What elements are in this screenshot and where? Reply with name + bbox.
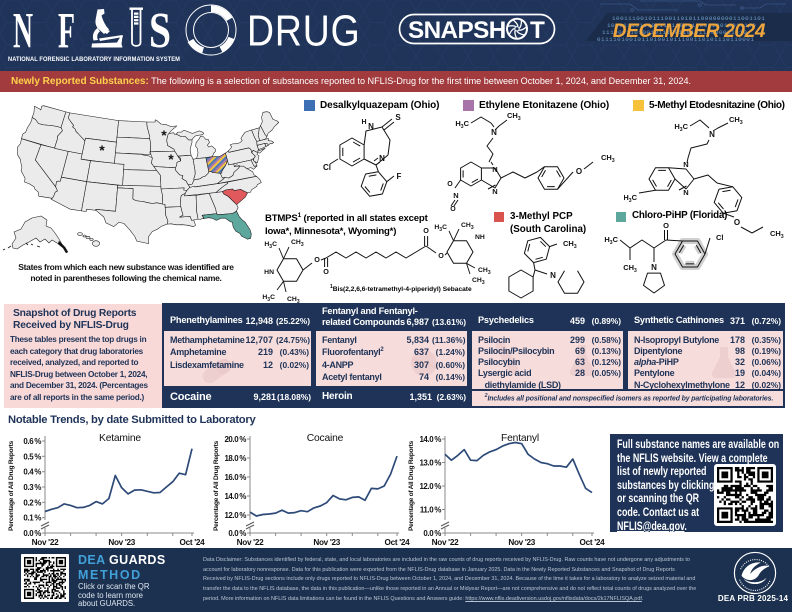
svg-text:HN: HN (264, 269, 274, 276)
svg-text:N: N (453, 191, 458, 200)
svg-text:Cl: Cl (323, 163, 331, 172)
svg-text:O: O (576, 167, 582, 176)
svg-text:0.6 %: 0.6 % (23, 437, 41, 446)
svg-text:CH3: CH3 (729, 115, 743, 126)
svg-text:0.0 %: 0.0 % (423, 529, 441, 538)
svg-text:100111001011100110101100000000: 10011100101110011010110000000011001101 (612, 15, 765, 22)
svg-text:F: F (58, 4, 75, 60)
svg-text:0.4 %: 0.4 % (23, 468, 41, 477)
svg-text:N: N (709, 130, 715, 139)
svg-text:CH3: CH3 (563, 239, 577, 250)
svg-text:CH3: CH3 (461, 222, 474, 231)
svg-text:14.0 %: 14.0 % (224, 492, 246, 501)
svg-text:11.0 %: 11.0 % (420, 506, 442, 515)
svg-text:F: F (397, 172, 402, 181)
svg-text:12.0 %: 12.0 % (224, 511, 246, 520)
svg-text:111000110100101110011010110000: 111000110100101110011010110000011010 (602, 29, 747, 36)
svg-text:CH3: CH3 (472, 277, 485, 286)
svg-text:O: O (323, 267, 329, 276)
svg-text:Nov '23: Nov '23 (313, 538, 340, 547)
svg-text:CH3: CH3 (478, 267, 491, 276)
svg-text:H3C: H3C (262, 294, 275, 303)
svg-text:N: N (379, 154, 385, 163)
svg-text:N: N (550, 271, 556, 280)
svg-text:NATIONAL FORENSIC LABORATORY I: NATIONAL FORENSIC LABORATORY INFORMATION… (8, 56, 180, 63)
svg-text:*: * (161, 127, 167, 143)
svg-text:12.0 %: 12.0 % (419, 482, 441, 491)
svg-text:O: O (423, 226, 429, 235)
svg-text:SNAPSH: SNAPSH (408, 17, 506, 44)
svg-text:T: T (530, 17, 545, 44)
svg-text:Cl: Cl (716, 233, 724, 242)
svg-text:100011101100111011001110011001: 1000111011001110110011100110011011100 (607, 22, 756, 29)
svg-text:CH3: CH3 (770, 229, 784, 240)
svg-text:Percentage of All Drug Reports: Percentage of All Drug Reports (213, 440, 220, 531)
svg-text:N: N (368, 122, 374, 131)
svg-text:Nov '23: Nov '23 (508, 538, 535, 547)
svg-text:Percentage of All Drug Reports: Percentage of All Drug Reports (8, 440, 15, 531)
svg-text:O: O (447, 181, 453, 188)
svg-text:Oct '24: Oct '24 (385, 538, 411, 547)
svg-text:H3C: H3C (264, 241, 277, 250)
svg-text:Nov '22: Nov '22 (432, 538, 459, 547)
svg-text:011110100101101001011100110101: 011110100101101001011100110101110110001 (597, 36, 754, 43)
svg-text:CH3: CH3 (601, 153, 615, 164)
svg-text:O: O (438, 251, 444, 260)
svg-text:0.0 %: 0.0 % (228, 529, 246, 538)
svg-text:Fentanyl: Fentanyl (501, 433, 539, 444)
svg-text:O: O (450, 206, 456, 212)
svg-text:O: O (734, 218, 740, 227)
svg-text:NH: NH (475, 234, 485, 241)
svg-text:H3C: H3C (455, 119, 469, 130)
svg-text:Oct '24: Oct '24 (580, 538, 606, 547)
svg-text:N: N (13, 4, 33, 60)
svg-text:0.3 %: 0.3 % (23, 483, 41, 492)
svg-text:DECEMBER 2024: DECEMBER 2024 (613, 21, 766, 42)
svg-text:CH3: CH3 (291, 239, 304, 248)
svg-text:16.0 %: 16.0 % (224, 473, 246, 482)
svg-text:H3C: H3C (674, 122, 688, 133)
svg-text:Nov '23: Nov '23 (108, 538, 135, 547)
svg-text:18.0 %: 18.0 % (224, 454, 246, 463)
svg-text:H3C: H3C (434, 224, 447, 233)
svg-text:Ketamine: Ketamine (99, 433, 141, 444)
svg-text:Nov '22: Nov '22 (32, 538, 59, 547)
svg-text:Percentage of All Drug Reports: Percentage of All Drug Reports (408, 440, 415, 531)
svg-text:S: S (149, 4, 171, 60)
svg-text:CH3: CH3 (623, 263, 637, 274)
svg-text:N: N (651, 263, 657, 272)
svg-text:H3C: H3C (624, 193, 638, 204)
svg-text:13.0 %: 13.0 % (419, 459, 441, 468)
svg-text:CH3: CH3 (287, 296, 300, 304)
svg-text:0.0 %: 0.0 % (23, 529, 41, 538)
svg-text:N: N (683, 160, 688, 169)
svg-text:Cocaine: Cocaine (307, 433, 344, 444)
svg-text:*: * (99, 142, 105, 158)
svg-text:0.2 %: 0.2 % (23, 498, 41, 507)
svg-text:CH3: CH3 (507, 112, 521, 122)
svg-text:N: N (492, 165, 497, 174)
svg-text:0.1 %: 0.1 % (23, 514, 41, 523)
svg-text:N: N (492, 187, 497, 196)
svg-text:N: N (491, 128, 497, 137)
svg-text:Oct '24: Oct '24 (180, 538, 206, 547)
svg-text:O: O (663, 222, 669, 230)
svg-text:O: O (314, 255, 320, 264)
svg-text:*: * (168, 151, 174, 167)
svg-text:H: H (361, 119, 366, 126)
svg-text:20.0 %: 20.0 % (224, 435, 246, 444)
svg-text:Nov '22: Nov '22 (237, 538, 264, 547)
svg-text:H3C: H3C (604, 235, 618, 246)
svg-text:0.5 %: 0.5 % (23, 452, 41, 461)
svg-text:S: S (395, 113, 401, 122)
svg-text:14.0 %: 14.0 % (419, 435, 441, 444)
svg-text:DRUG: DRUG (247, 6, 361, 56)
svg-text:N: N (683, 188, 688, 197)
